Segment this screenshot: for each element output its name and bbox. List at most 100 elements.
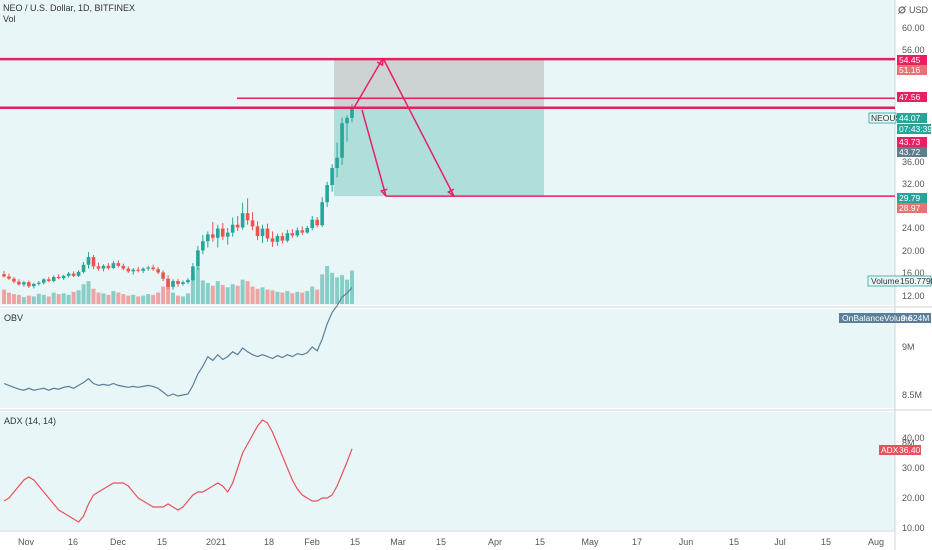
price-tag-44: 44.07 (897, 113, 927, 123)
candle-body (86, 257, 91, 265)
adx-series-line (3, 419, 353, 523)
candle-body (161, 272, 165, 279)
candle-body (96, 266, 101, 269)
obv-title: OBV (4, 313, 23, 323)
candle-body (27, 282, 31, 287)
candle-body (320, 202, 324, 226)
adx-tick-label: 20.00 (902, 493, 925, 503)
candle (186, 278, 190, 284)
horizontal-levels[interactable] (0, 57, 895, 197)
candle (240, 202, 245, 230)
price-tag-47: 47.56 (897, 92, 927, 102)
candle-body (101, 265, 106, 269)
volume-bar (166, 282, 171, 304)
candle (275, 233, 280, 246)
volume-bar (81, 284, 86, 304)
adx-tick-label: 40.00 (902, 433, 925, 443)
candle (250, 212, 255, 231)
volume-bar (146, 294, 151, 304)
adx-line (3, 419, 353, 523)
projection-arrows[interactable] (353, 57, 455, 197)
volume-bar (11, 294, 16, 304)
candle (176, 278, 180, 287)
candle (131, 268, 136, 275)
candle-body (136, 269, 141, 271)
candle-body (220, 228, 225, 237)
candle (121, 263, 126, 271)
volume-bar (230, 284, 235, 304)
candle-body (340, 123, 344, 158)
settings-icon[interactable] (897, 5, 907, 15)
candle (161, 270, 165, 282)
volume-bar (330, 272, 335, 304)
volume-bar (6, 292, 11, 304)
obv-pane[interactable] (0, 309, 895, 408)
candle (220, 223, 225, 241)
volume-bar (151, 294, 156, 304)
candle (225, 228, 230, 245)
time-tick-label: 15 (436, 537, 446, 547)
candle-body (206, 234, 210, 242)
volume-bar (225, 287, 230, 304)
candle (196, 245, 200, 270)
candle-body (285, 233, 290, 241)
svg-text:51.16: 51.16 (899, 65, 921, 75)
volume-bar (121, 294, 126, 304)
candle (22, 281, 26, 287)
candle (156, 266, 160, 275)
candle (315, 217, 319, 228)
volume-bar (26, 295, 31, 304)
volume-bar (176, 295, 180, 304)
candle-body (290, 233, 295, 236)
volume-bar (315, 289, 320, 304)
candle-body (126, 268, 131, 272)
volume-bar (280, 292, 285, 304)
candle (56, 274, 61, 280)
candle (86, 252, 91, 269)
candle (320, 197, 324, 227)
candle-body (41, 279, 46, 283)
trade-zones[interactable] (334, 59, 544, 197)
candle (295, 227, 300, 238)
candle (181, 280, 185, 286)
time-tick-label: 17 (632, 537, 642, 547)
candle-body (315, 219, 319, 226)
candle-body (181, 282, 185, 284)
arrow-up-segment (353, 57, 384, 109)
candle (310, 215, 315, 231)
candle-body (350, 108, 354, 118)
volume-bar (310, 286, 315, 304)
candle-body (106, 265, 111, 269)
volume-bar (36, 293, 41, 304)
candle-body (265, 228, 270, 239)
volume-bar (61, 293, 66, 304)
volume-bar (141, 295, 146, 304)
volume-bar (210, 285, 215, 304)
candle (76, 270, 81, 278)
volume-bar (91, 288, 96, 304)
volume-bar (96, 292, 101, 304)
candle-body (81, 264, 86, 272)
candle-body (91, 257, 96, 267)
volume-bar (350, 270, 354, 304)
candle-body (245, 213, 250, 221)
volume-bar (101, 293, 106, 304)
volume-bar (250, 286, 255, 304)
candle-body (116, 263, 121, 266)
volume-bar (240, 279, 245, 304)
volume-bar (86, 281, 91, 304)
volume-badge-value: 150.779K (900, 276, 932, 286)
candle-body (12, 278, 16, 282)
adx-pane[interactable] (0, 412, 895, 530)
volume-bar (116, 292, 121, 304)
candle-body (305, 228, 310, 233)
obv-tick-label: 8.5M (902, 390, 922, 400)
candle-body (211, 234, 215, 238)
candle (260, 224, 265, 243)
price-tick-label: 60.00 (902, 23, 925, 33)
volume-bar (131, 294, 136, 304)
svg-text:NEOUSD: NEOUSD (871, 113, 907, 123)
svg-text:07:43:39: 07:43:39 (899, 124, 932, 134)
candle-body (141, 268, 145, 271)
